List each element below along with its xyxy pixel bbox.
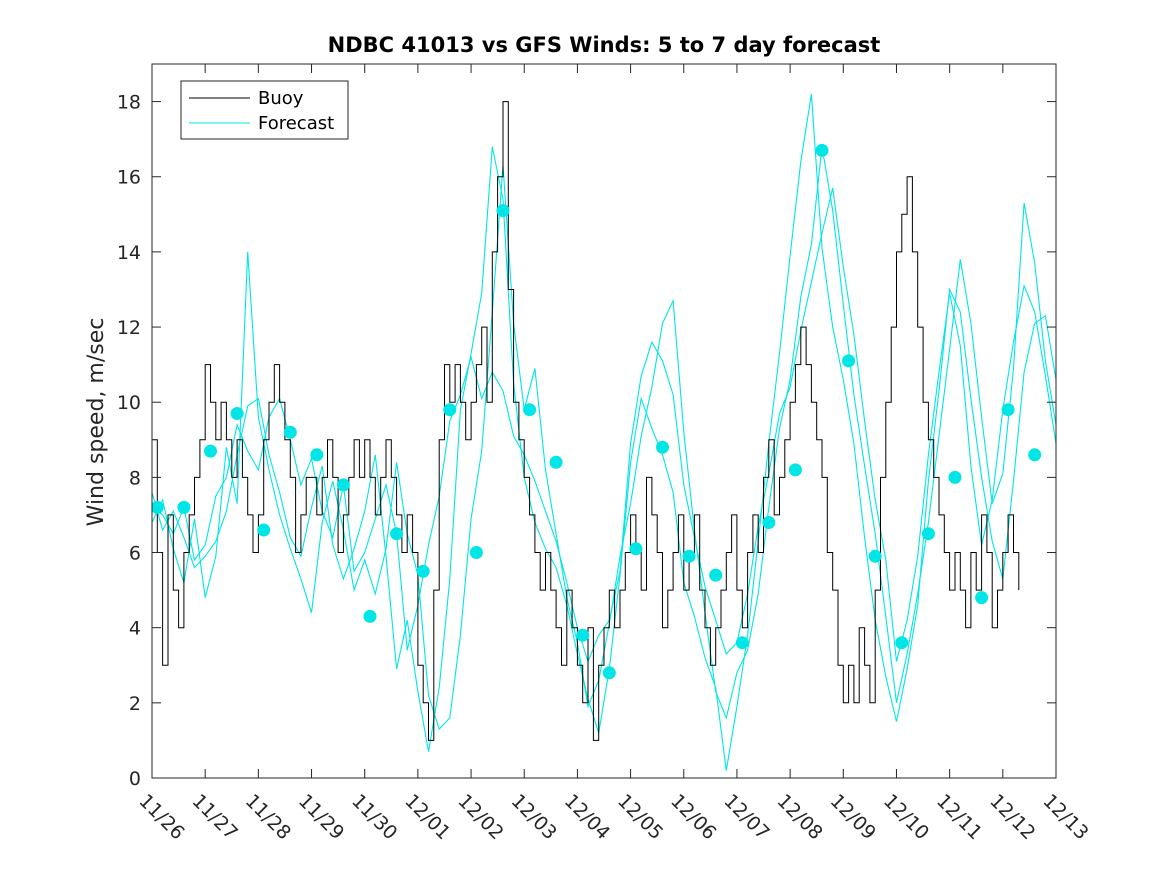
forecast-marker (629, 542, 643, 556)
buoy-line (152, 101, 1020, 741)
y-tick-label: 16 (117, 167, 141, 189)
forecast-marker (815, 143, 829, 157)
forecast-marker (469, 546, 483, 559)
y-tick-label: 14 (117, 242, 141, 264)
forecast-marker (1001, 403, 1015, 417)
legend-label-forecast: Forecast (258, 113, 334, 134)
forecast-marker (549, 455, 563, 469)
y-tick-label: 2 (129, 693, 141, 715)
forecast-marker (975, 591, 989, 605)
forecast-marker (602, 666, 616, 680)
legend: Buoy Forecast (180, 80, 349, 140)
forecast-line-3 (152, 94, 1056, 771)
forecast-marker (709, 568, 723, 582)
forecast-marker (948, 470, 962, 484)
axes-box (151, 63, 1057, 779)
forecast-marker (1028, 448, 1042, 462)
forecast-marker (390, 527, 404, 541)
y-tick-label: 12 (117, 317, 141, 339)
y-tick-label: 10 (117, 392, 141, 414)
data-layer (152, 94, 1056, 771)
y-tick-label: 4 (129, 618, 141, 640)
forecast-marker (177, 500, 191, 514)
forecast-marker (523, 403, 537, 417)
forecast-marker (735, 636, 749, 650)
forecast-marker (788, 463, 802, 477)
y-tick-label: 18 (117, 92, 141, 114)
forecast-marker (443, 403, 457, 417)
forecast-marker (257, 523, 271, 537)
forecast-marker (496, 204, 510, 218)
y-axis-label: Wind speed, m/sec (84, 318, 109, 527)
forecast-marker (204, 444, 217, 458)
forecast-marker (921, 527, 935, 541)
forecast-marker (682, 549, 696, 563)
forecast-marker (363, 609, 377, 623)
forecast-marker (230, 407, 244, 420)
y-tick-label: 6 (129, 543, 141, 565)
forecast-marker (656, 440, 669, 454)
y-tick-label: 0 (129, 768, 141, 790)
forecast-marker (336, 478, 350, 492)
legend-label-buoy: Buoy (258, 88, 304, 109)
forecast-marker (576, 628, 590, 642)
forecast-marker (416, 564, 430, 578)
forecast-marker (762, 516, 776, 529)
forecast-marker (842, 354, 856, 368)
forecast-marker (895, 636, 909, 650)
y-tick-label: 8 (129, 467, 141, 489)
legend-box (180, 80, 349, 140)
forecast-marker (152, 500, 164, 514)
chart-title: NDBC 41013 vs GFS Winds: 5 to 7 day fore… (328, 33, 881, 57)
forecast-marker (310, 448, 324, 462)
forecast-marker (868, 549, 882, 563)
forecast-marker (283, 425, 297, 439)
